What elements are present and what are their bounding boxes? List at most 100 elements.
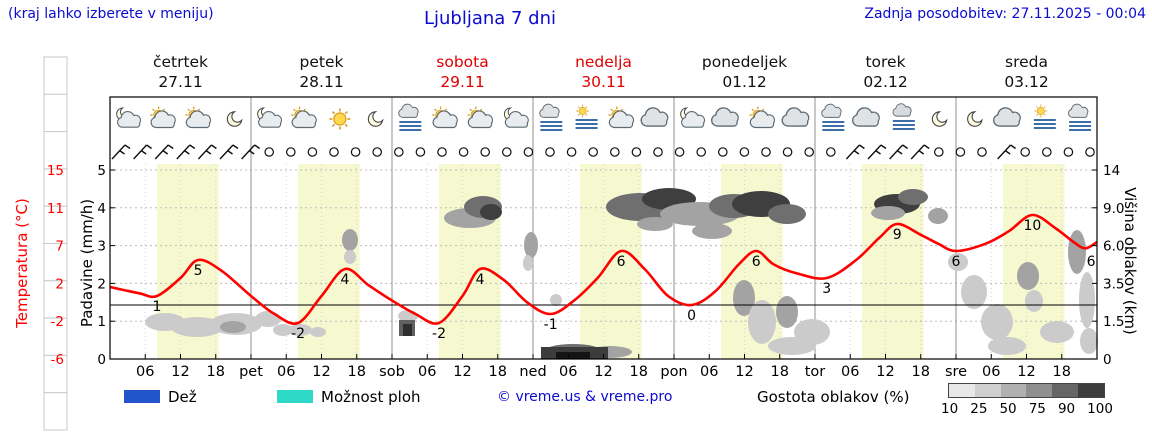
cloud-moon-icon — [257, 107, 283, 128]
cloud-height-tick-label: 1.5 — [1103, 314, 1124, 330]
calm-wind-icon — [1063, 147, 1074, 157]
cloud-moon-icon — [680, 107, 706, 128]
hour-tick-label: 12 — [876, 364, 894, 380]
hour-tick-label: 06 — [559, 364, 577, 380]
calm-wind-icon — [739, 147, 750, 157]
precip-tick-label: 4 — [97, 201, 106, 217]
cloud-density-blob — [1068, 230, 1086, 274]
calm-wind-icon — [415, 147, 426, 157]
wind-symbols-row — [111, 144, 1095, 160]
copyright-text: © vreme.us & vreme.pro — [497, 389, 673, 405]
hour-tick-label: 18 — [630, 364, 648, 380]
temp-point-label: -2 — [432, 326, 446, 342]
cloud-density-colorbar — [948, 383, 1105, 398]
temp-tick-label: 7 — [55, 239, 64, 255]
temp-tick-label: 2 — [55, 276, 64, 292]
hour-tick-label: 06 — [982, 364, 1000, 380]
hour-tick-label: 06 — [841, 364, 859, 380]
precip-tick-label: 5 — [97, 163, 106, 179]
hour-tick-label: 06 — [277, 364, 295, 380]
daytime-band — [439, 164, 501, 359]
cloud-density-blob — [342, 229, 358, 251]
density-tick: 90 — [1057, 401, 1076, 417]
day-date: 30.11 — [581, 73, 625, 91]
showers-legend-label: Možnost ploh — [321, 388, 421, 406]
cloud-density-blob — [1080, 328, 1098, 354]
density-gradient-segment — [949, 384, 975, 397]
cloud-density-blob — [255, 311, 281, 327]
temp-point-label: 9 — [893, 227, 902, 243]
temp-point-label: -2 — [291, 326, 305, 342]
day-date: 27.11 — [158, 73, 202, 91]
density-gradient-segment — [1026, 384, 1053, 397]
left-scale-boxes — [43, 56, 68, 431]
temp-tick-label: -6 — [51, 352, 64, 368]
temp-tick-label: -2 — [51, 314, 64, 330]
calm-wind-icon — [631, 147, 642, 157]
sun-cloud-icon — [432, 106, 458, 129]
calm-wind-icon — [588, 147, 599, 157]
density-tick: 25 — [970, 401, 988, 417]
precip-tick-label: 1 — [97, 314, 106, 330]
cloud-density-blob — [961, 275, 987, 309]
temp-point-label: -1 — [544, 317, 558, 333]
hour-tick-label: 06 — [700, 364, 718, 380]
calm-wind-icon — [804, 147, 815, 157]
day-abbrev-label: pet — [239, 364, 263, 380]
calm-wind-icon — [329, 147, 339, 157]
calm-wind-icon — [307, 147, 318, 157]
temp-point-label: 10 — [1023, 218, 1041, 234]
calm-wind-icon — [717, 147, 728, 157]
cloud-height-tick-label: 14 — [1103, 163, 1120, 179]
hour-tick-label: 12 — [453, 364, 471, 380]
sun-icon — [329, 108, 351, 130]
temp-tick-label: 15 — [47, 163, 64, 179]
day-name: sreda — [1005, 53, 1048, 71]
calm-wind-icon — [501, 147, 512, 157]
cloud-density-blob — [344, 250, 356, 264]
calm-wind-icon — [653, 147, 663, 157]
calm-wind-icon — [458, 147, 469, 157]
day-abbrev-label: ned — [519, 364, 546, 380]
temp-point-label: 6 — [952, 254, 961, 270]
calm-wind-icon — [372, 147, 383, 157]
cloud-density-blob — [928, 208, 948, 224]
moon-icon — [367, 111, 384, 127]
rain-legend-swatch — [124, 390, 160, 403]
calm-wind-icon — [674, 147, 685, 157]
day-date: 29.11 — [440, 73, 484, 91]
sun-cloud-icon — [749, 106, 776, 129]
menu-hint-text: (kraj lahko izberete v meniju) — [8, 6, 214, 22]
fog-icon — [539, 103, 563, 131]
cloud-density-blob — [733, 280, 755, 316]
showers-legend-swatch — [277, 390, 313, 403]
cloud-density-blob — [524, 232, 538, 258]
cloud-density-blob — [898, 189, 928, 205]
precipitation-mark — [556, 352, 590, 359]
wind-barb-icon — [154, 144, 174, 160]
cloud-height-tick-label: 6.0 — [1103, 239, 1124, 255]
day-date: 01.12 — [722, 73, 766, 91]
precip-tick-label: 0 — [97, 352, 106, 368]
wind-barb-icon — [845, 144, 865, 160]
calm-wind-icon — [350, 147, 361, 157]
density-tick: 75 — [1028, 401, 1046, 417]
cloud-density-blob — [748, 300, 776, 344]
fog-sun-icon — [575, 104, 598, 129]
density-tick: 50 — [999, 401, 1017, 417]
calm-wind-icon — [523, 147, 534, 157]
wind-barb-icon — [997, 144, 1017, 160]
calm-wind-icon — [1085, 147, 1095, 157]
density-gradient-segment — [1078, 384, 1104, 397]
calm-wind-icon — [609, 147, 620, 157]
density-gradient-segment — [1052, 384, 1079, 397]
calm-wind-icon — [761, 147, 771, 157]
cloud-density-blob — [310, 327, 326, 337]
wind-barb-icon — [219, 144, 239, 160]
cloud-density-blob — [1017, 262, 1039, 290]
precip-tick-label: 3 — [97, 239, 106, 255]
temp-tick-label: 11 — [47, 201, 64, 217]
day-name: ponedeljek — [702, 53, 787, 71]
wind-barb-icon — [111, 144, 131, 160]
hour-tick-label: 12 — [312, 364, 330, 380]
